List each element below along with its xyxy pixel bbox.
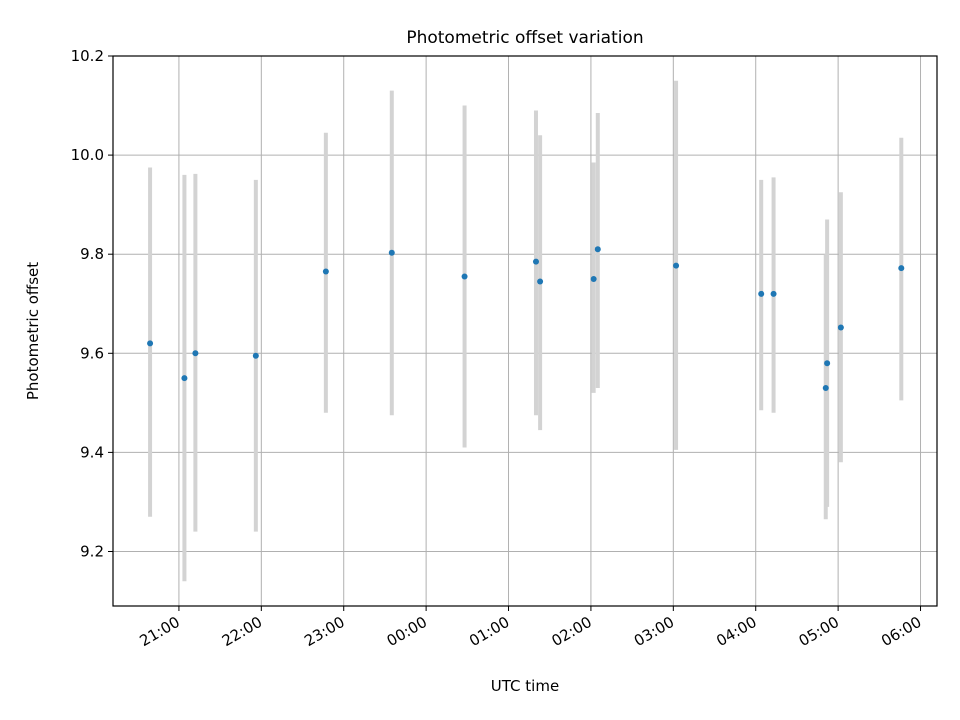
y-axis-label: Photometric offset xyxy=(24,262,42,400)
plot-frame xyxy=(112,55,938,607)
data-point xyxy=(822,384,829,391)
data-point xyxy=(181,375,188,382)
data-point xyxy=(532,258,539,265)
x-axis-label: UTC time xyxy=(491,677,559,695)
y-tick-label: 10.0 xyxy=(71,146,104,164)
data-point xyxy=(898,265,905,272)
y-tick-label: 9.2 xyxy=(80,542,104,560)
y-axis-ticks: 9.2 9.4 9.6 9.8 10.0 10.2 xyxy=(71,47,113,560)
y-tick-label: 9.8 xyxy=(80,245,104,263)
y-tick-label: 10.2 xyxy=(71,47,104,65)
data-point xyxy=(537,278,544,285)
data-point xyxy=(594,246,601,253)
data-point xyxy=(758,290,765,297)
y-tick-label: 9.6 xyxy=(80,344,104,362)
y-tick-label: 9.4 xyxy=(80,443,104,461)
data-points xyxy=(147,246,905,391)
data-point xyxy=(388,249,395,256)
data-point xyxy=(824,360,831,367)
chart-title: Photometric offset variation xyxy=(406,28,643,48)
data-point xyxy=(252,352,259,359)
data-point xyxy=(837,324,844,331)
data-point xyxy=(461,273,468,280)
data-point xyxy=(590,275,597,282)
data-point xyxy=(673,262,680,269)
data-point xyxy=(770,290,777,297)
data-point xyxy=(147,340,154,347)
data-point xyxy=(192,350,199,357)
data-point xyxy=(322,268,329,275)
